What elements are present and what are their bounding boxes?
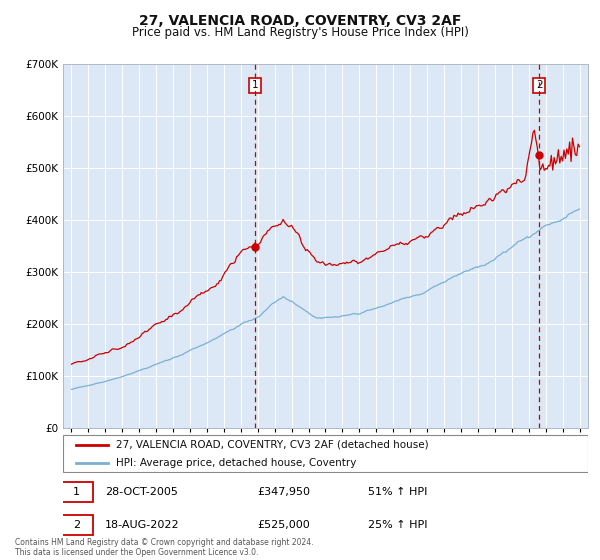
- Text: 2: 2: [536, 80, 543, 90]
- Text: £525,000: £525,000: [257, 520, 310, 530]
- FancyBboxPatch shape: [63, 435, 588, 473]
- Text: 27, VALENCIA ROAD, COVENTRY, CV3 2AF: 27, VALENCIA ROAD, COVENTRY, CV3 2AF: [139, 14, 461, 28]
- FancyBboxPatch shape: [61, 515, 93, 535]
- Text: 1: 1: [251, 80, 258, 90]
- Text: HPI: Average price, detached house, Coventry: HPI: Average price, detached house, Cove…: [115, 458, 356, 468]
- Text: 51% ↑ HPI: 51% ↑ HPI: [367, 487, 427, 497]
- Text: 25% ↑ HPI: 25% ↑ HPI: [367, 520, 427, 530]
- Text: 1: 1: [73, 487, 80, 497]
- Text: Contains HM Land Registry data © Crown copyright and database right 2024.
This d: Contains HM Land Registry data © Crown c…: [15, 538, 314, 557]
- Text: 27, VALENCIA ROAD, COVENTRY, CV3 2AF (detached house): 27, VALENCIA ROAD, COVENTRY, CV3 2AF (de…: [115, 440, 428, 450]
- Text: Price paid vs. HM Land Registry's House Price Index (HPI): Price paid vs. HM Land Registry's House …: [131, 26, 469, 39]
- Text: 18-AUG-2022: 18-AUG-2022: [105, 520, 179, 530]
- Text: £347,950: £347,950: [257, 487, 310, 497]
- Text: 28-OCT-2005: 28-OCT-2005: [105, 487, 178, 497]
- Text: 2: 2: [73, 520, 80, 530]
- FancyBboxPatch shape: [61, 482, 93, 502]
